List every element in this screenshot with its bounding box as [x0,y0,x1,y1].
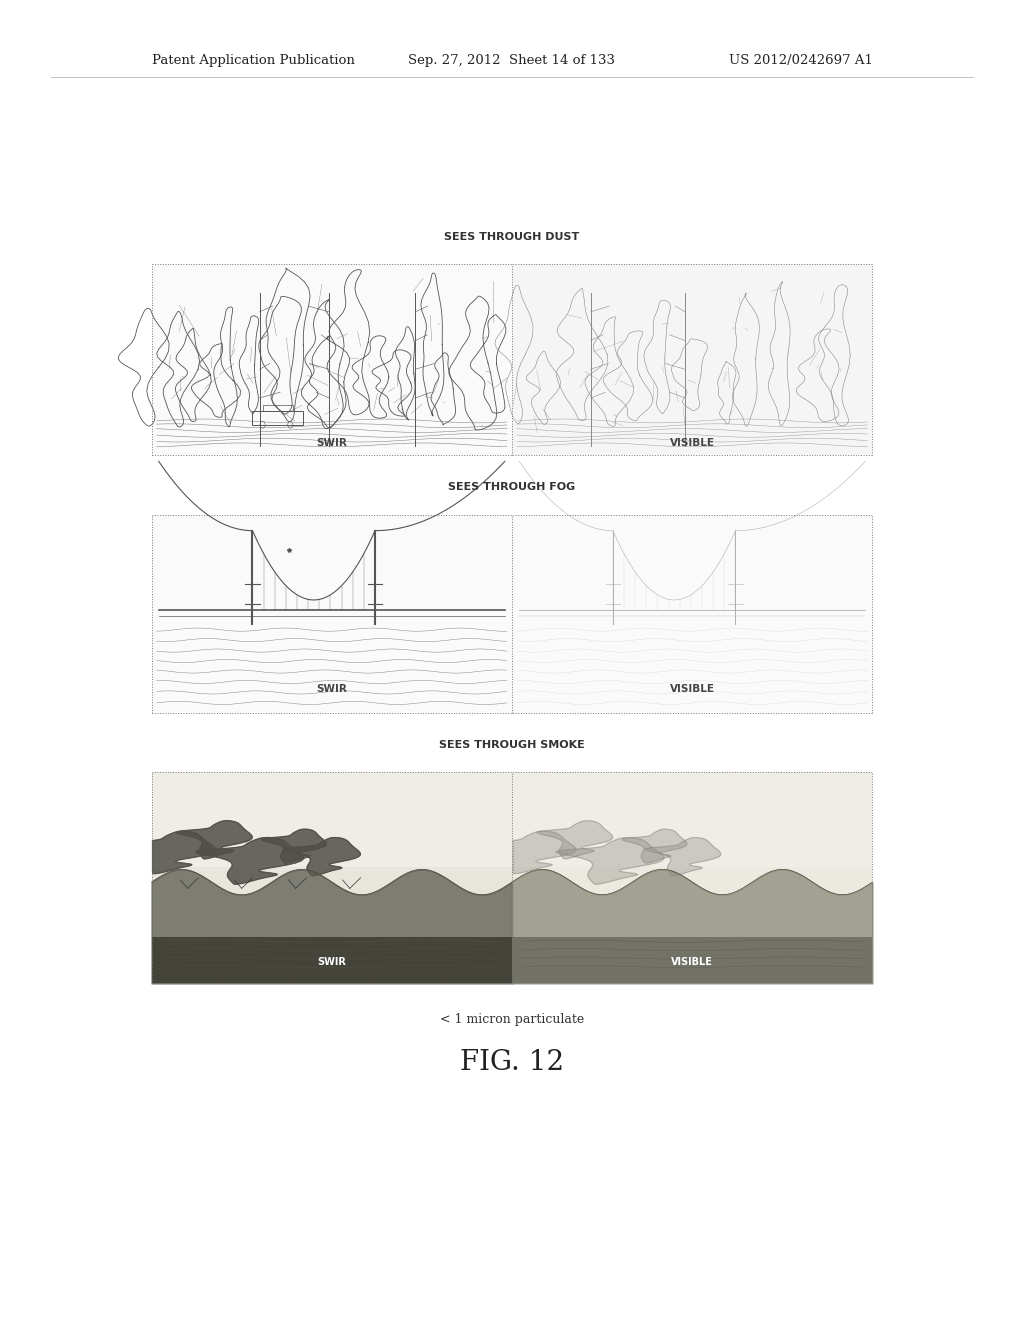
Text: < 1 micron particulate: < 1 micron particulate [440,1012,584,1026]
Bar [512,937,872,983]
Polygon shape [645,838,721,875]
Text: SWIR: SWIR [316,684,347,694]
Polygon shape [513,832,577,874]
Text: SWIR: SWIR [317,957,346,968]
Polygon shape [196,838,304,884]
Polygon shape [261,829,327,863]
Text: VISIBLE: VISIBLE [670,438,715,447]
Polygon shape [285,838,360,875]
Bar [253,412,303,425]
Text: FIG. 12: FIG. 12 [460,1049,564,1076]
Bar [512,772,872,983]
Bar [512,772,872,867]
Polygon shape [153,832,216,874]
Bar [512,264,872,455]
Text: VISIBLE: VISIBLE [672,957,713,968]
Text: US 2012/0242697 A1: US 2012/0242697 A1 [728,54,872,67]
Text: VISIBLE: VISIBLE [670,684,715,694]
Bar [152,515,512,713]
Bar [152,772,512,867]
Text: SWIR: SWIR [316,438,347,447]
Polygon shape [556,838,665,884]
Text: SEES THROUGH SMOKE: SEES THROUGH SMOKE [439,739,585,750]
Text: Patent Application Publication: Patent Application Publication [152,54,354,67]
Polygon shape [537,821,612,859]
Polygon shape [176,821,252,859]
Bar [512,515,872,713]
Text: SEES THROUGH DUST: SEES THROUGH DUST [444,231,580,242]
Bar [152,264,512,455]
Polygon shape [622,829,687,863]
Bar [152,937,512,983]
Text: SEES THROUGH FOG: SEES THROUGH FOG [449,482,575,492]
Text: Sep. 27, 2012  Sheet 14 of 133: Sep. 27, 2012 Sheet 14 of 133 [409,54,615,67]
Bar [152,772,512,983]
